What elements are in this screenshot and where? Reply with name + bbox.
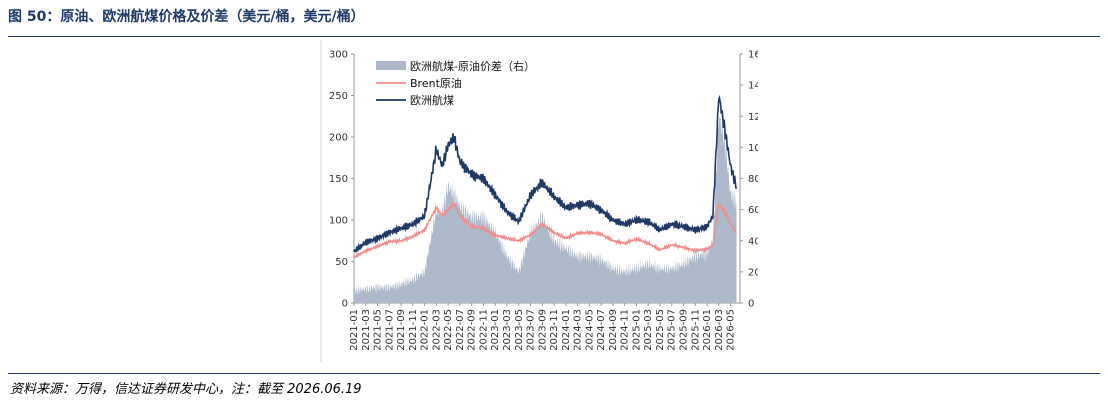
- x-tick-label: 2022-09: [467, 309, 478, 351]
- left-tick-label: 150: [329, 174, 348, 185]
- x-tick-label: 2023-09: [537, 309, 548, 351]
- x-tick-label: 2021-09: [396, 309, 407, 351]
- x-tick-label: 2023-11: [549, 309, 560, 351]
- x-tick-label: 2025-09: [679, 309, 690, 351]
- legend-label: 欧洲航煤-原油价差（右）: [410, 59, 535, 73]
- left-tick-label: 200: [329, 133, 348, 144]
- x-tick-label: 2022-03: [431, 309, 442, 351]
- right-tick-label: 120: [748, 112, 758, 123]
- x-tick-label: 2025-01: [631, 309, 642, 351]
- x-tick-label: 2022-11: [478, 309, 489, 351]
- left-tick-label: 250: [329, 91, 348, 102]
- right-tick-label: 20: [748, 267, 758, 278]
- x-tick-label: 2024-11: [620, 309, 631, 351]
- x-tick-label: 2021-03: [361, 309, 372, 351]
- x-tick-label: 2021-11: [408, 309, 419, 351]
- x-tick-label: 2023-01: [490, 309, 501, 351]
- x-tick-label: 2024-03: [573, 309, 584, 351]
- series-line-brent: [353, 200, 737, 259]
- legend-label: 欧洲航煤: [410, 93, 454, 107]
- x-tick-label: 2023-03: [502, 309, 513, 351]
- x-tick-label: 2021-05: [373, 309, 384, 351]
- series-line-jet-fuel: [353, 94, 738, 253]
- left-tick-label: 50: [335, 257, 348, 268]
- x-tick-label: 2022-01: [420, 309, 431, 351]
- right-tick-label: 140: [748, 81, 758, 92]
- x-tick-label: 2024-09: [608, 309, 619, 351]
- x-tick-label: 2023-07: [526, 309, 537, 351]
- left-tick-label: 100: [329, 216, 348, 227]
- x-tick-label: 2026-01: [702, 309, 713, 351]
- x-tick-label: 2021-01: [349, 309, 360, 351]
- x-tick-label: 2026-03: [714, 309, 725, 351]
- x-tick-label: 2024-05: [584, 309, 595, 351]
- x-tick-label: 2025-11: [690, 309, 701, 351]
- series-area-spread: [354, 116, 737, 303]
- x-tick-label: 2023-05: [514, 309, 525, 351]
- x-tick-label: 2021-07: [384, 309, 395, 351]
- left-tick-label: 300: [329, 50, 348, 61]
- x-tick-label: 2025-03: [643, 309, 654, 351]
- chart: 0 50 100 150 200 250 300 0 20 40 60 80 100 120 140 160 2…: [320, 40, 758, 362]
- x-tick-label: 2026-05: [726, 309, 737, 351]
- top-rule: [8, 36, 1100, 37]
- x-tick-label: 2024-07: [596, 309, 607, 351]
- right-tick-label: 40: [748, 236, 758, 247]
- right-tick-label: 80: [748, 174, 758, 185]
- right-tick-label: 60: [748, 205, 758, 216]
- x-tick-label: 2024-01: [561, 309, 572, 351]
- x-tick-label: 2022-05: [443, 309, 454, 351]
- source-note: 资料来源：万得，信达证券研发中心，注：截至 2026.06.19: [10, 382, 362, 397]
- left-tick-label: 0: [342, 299, 348, 310]
- x-tick-label: 2022-07: [455, 309, 466, 351]
- right-tick-label: 100: [748, 143, 758, 154]
- x-tick-label: 2025-05: [655, 309, 666, 351]
- plot-area: 0 50 100 150 200 250 300 0 20 40 60 80 100 120 140 160 2…: [329, 50, 758, 351]
- legend-label: Brent原油: [410, 76, 462, 90]
- right-tick-label: 160: [748, 50, 758, 61]
- x-tick-label: 2025-07: [667, 309, 678, 351]
- bottom-rule: [8, 373, 1100, 374]
- right-tick-label: 0: [748, 299, 754, 310]
- legend-swatch-spread: [376, 61, 406, 70]
- figure-title: 图 50：原油、欧洲航煤价格及价差（美元/桶，美元/桶）: [8, 9, 365, 25]
